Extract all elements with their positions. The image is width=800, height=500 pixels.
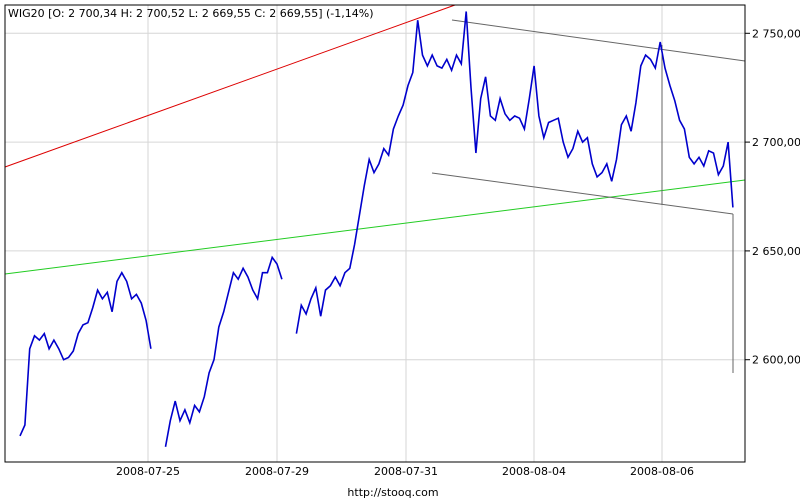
gray-lower-channel-line: [431, 172, 734, 215]
y-tick-label: 2 650,00: [752, 245, 800, 258]
x-tick-label: 2008-08-06: [630, 465, 694, 478]
y-tick-label: 2 600,00: [752, 354, 800, 367]
x-tick-label: 2008-07-25: [116, 465, 180, 478]
x-tick-label: 2008-08-04: [502, 465, 566, 478]
price-line-segment: [295, 11, 734, 334]
price-line-segment: [164, 255, 283, 447]
x-axis: 2008-07-25 2008-07-29 2008-07-31 2008-08…: [116, 465, 694, 478]
price-series: [19, 11, 734, 447]
gray-upper-channel-line: [451, 19, 746, 62]
green-trend-line: [4, 179, 746, 275]
plot-frame: [4, 4, 746, 463]
x-tick-label: 2008-07-29: [245, 465, 309, 478]
source-url: http://stooq.com: [347, 486, 438, 499]
chart-title: WIG20 [O: 2 700,34 H: 2 700,52 L: 2 669,…: [8, 7, 374, 20]
y-tick-label: 2 750,00: [752, 27, 800, 40]
y-axis: 2 750,00 2 700,00 2 650,00 2 600,00: [745, 27, 800, 367]
red-trend-line: [4, 4, 456, 168]
y-tick-label: 2 700,00: [752, 136, 800, 149]
x-tick-label: 2008-07-31: [374, 465, 438, 478]
price-line-segment: [19, 271, 152, 437]
